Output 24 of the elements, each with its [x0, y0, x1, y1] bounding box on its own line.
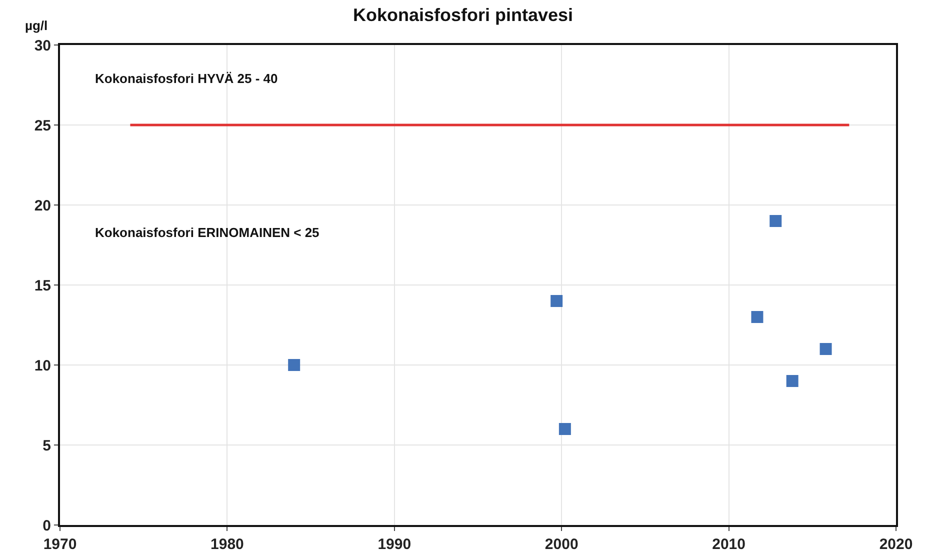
x-tick-label: 2010	[712, 536, 746, 553]
point	[786, 375, 798, 387]
point	[558, 423, 571, 435]
y-tick-label: 0	[42, 517, 51, 534]
chart-title: Kokonaisfosfori pintavesi	[352, 5, 574, 25]
y-tick-label: 25	[34, 117, 51, 134]
x-tick-label: 1980	[210, 536, 244, 553]
x-tick-label: 2020	[879, 536, 913, 553]
x-tick-label: 1970	[43, 536, 77, 553]
y-tick-label: 5	[42, 437, 51, 454]
y-tick-label: 30	[34, 37, 51, 54]
annotation: Kokonaisfosfori ERINOMAINEN < 25	[95, 225, 320, 240]
x-tick-label: 2000	[544, 536, 578, 553]
point	[751, 311, 764, 323]
y-axis-title: µg/l	[25, 18, 48, 33]
y-tick-label: 10	[34, 357, 51, 374]
y-tick-label: 20	[34, 197, 51, 214]
point	[820, 343, 832, 355]
x-tick-label: 1990	[378, 536, 412, 553]
point	[550, 295, 563, 307]
annotation: Kokonaisfosfori HYVÄ 25 - 40	[95, 71, 278, 86]
point	[288, 359, 300, 371]
y-tick-label: 15	[34, 277, 51, 294]
point	[770, 215, 782, 227]
